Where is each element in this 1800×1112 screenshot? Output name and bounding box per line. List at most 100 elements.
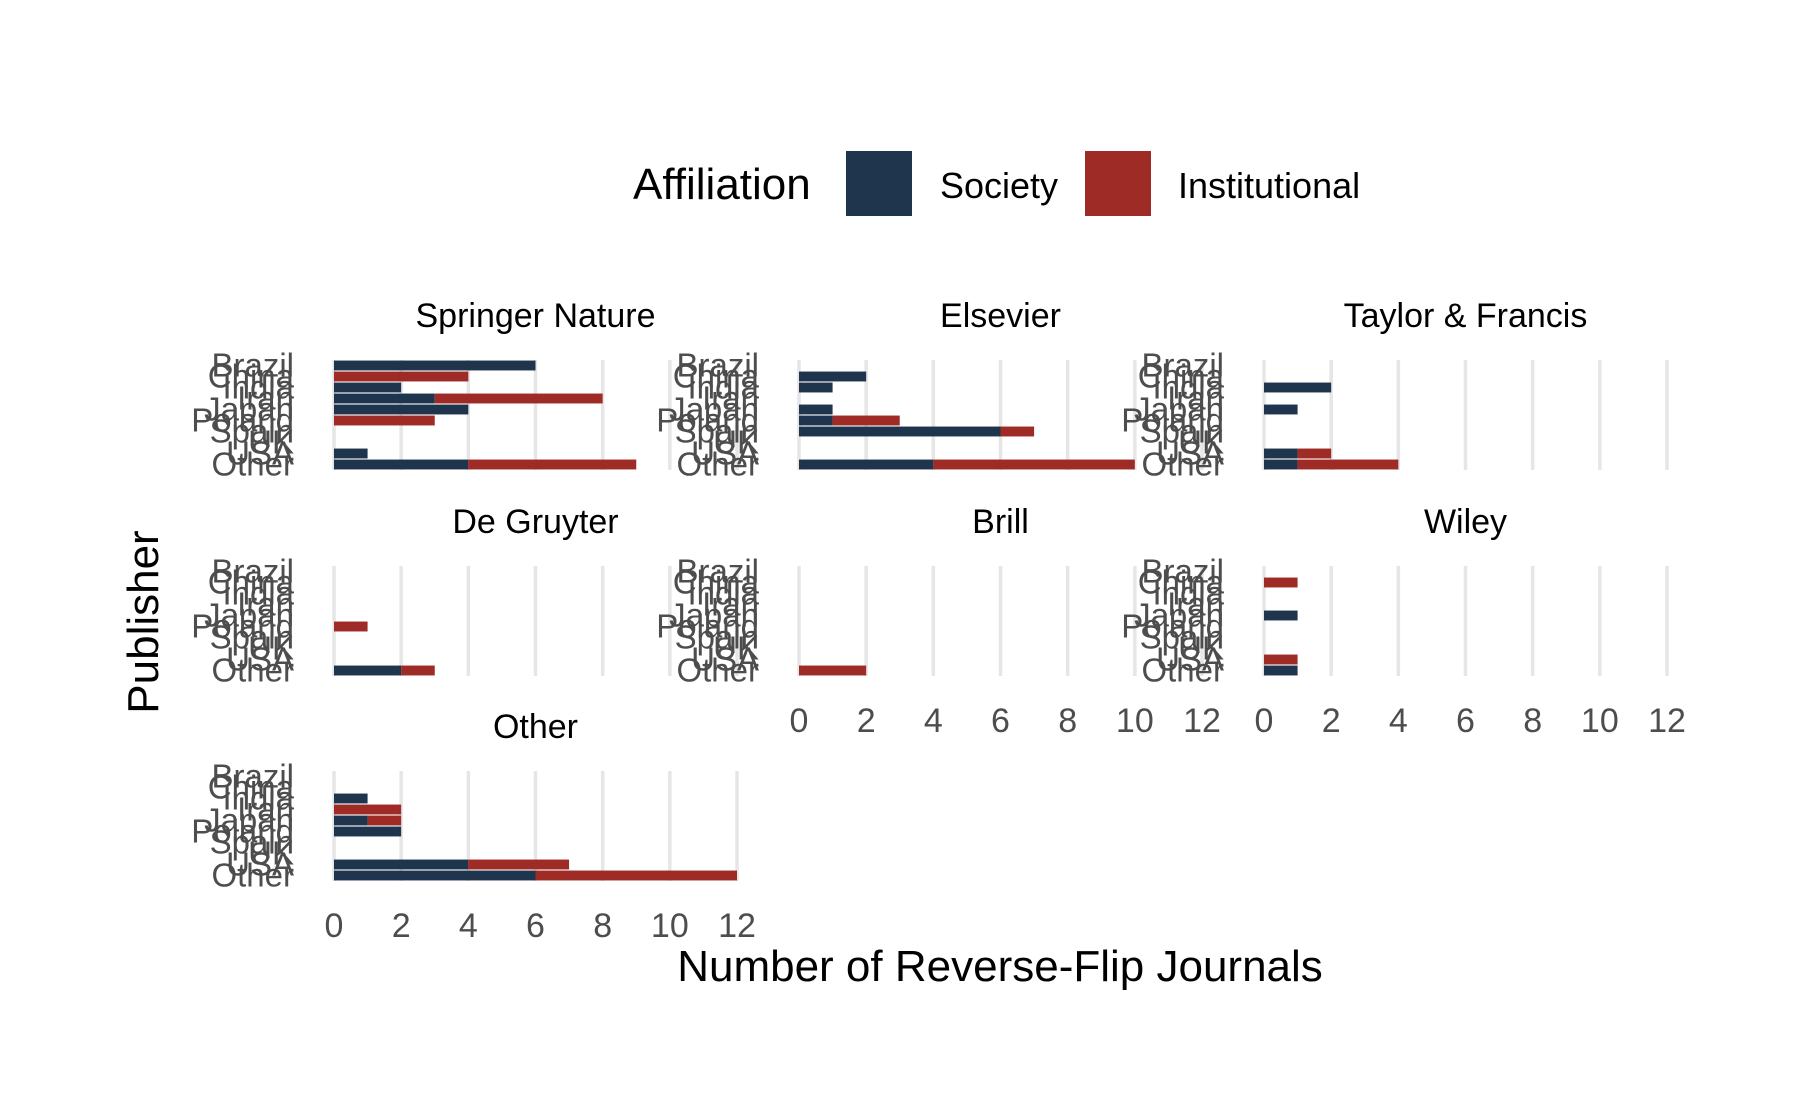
x-tick-label: 2 xyxy=(857,702,876,740)
x-tick-label: 10 xyxy=(651,907,689,945)
x-tick-label: 6 xyxy=(1456,702,1475,740)
bar-institutional-spain xyxy=(1000,426,1035,437)
x-axis-title: Number of Reverse-Flip Journals xyxy=(677,942,1323,991)
y-tick-label: USA xyxy=(1156,641,1224,678)
panel-de-gruyter: De Gruyter BrazilChinaIndiaIranJapanPolan… xyxy=(191,503,739,689)
y-tick-label: China xyxy=(208,769,295,806)
bar-society-other xyxy=(334,665,402,676)
y-tick-label: USA xyxy=(691,641,759,678)
y-tick-label: USA xyxy=(691,435,759,472)
y-tick-label: UK xyxy=(713,424,759,461)
x-tick-label: 0 xyxy=(790,702,809,740)
bar-institutional-iran xyxy=(434,393,603,404)
x-tick-label: 8 xyxy=(593,907,612,945)
y-tick-label: Poland xyxy=(656,608,759,645)
y-tick-label: Other xyxy=(676,446,759,483)
panel-title: De Gruyter xyxy=(452,503,618,541)
panel-title: Wiley xyxy=(1424,503,1507,541)
y-tick-label: Brazil xyxy=(211,553,294,590)
bar-institutional-other xyxy=(1297,459,1399,470)
y-tick-label: Spain xyxy=(675,619,759,656)
y-tick-label: Poland xyxy=(1121,608,1224,645)
y-tick-label: India xyxy=(222,369,294,406)
y-tick-label: Poland xyxy=(191,402,294,439)
y-tick-label: Other xyxy=(211,446,294,483)
y-tick-label: Japan xyxy=(669,597,759,634)
bar-institutional-usa xyxy=(468,859,570,870)
bar-society-india xyxy=(334,793,368,804)
y-tick-label: Brazil xyxy=(676,553,759,590)
x-tick-label: 2 xyxy=(1322,702,1341,740)
y-tick-label: Poland xyxy=(191,608,294,645)
panel-title: Elsevier xyxy=(940,297,1061,335)
legend-label-society: Society xyxy=(940,165,1058,206)
y-tick-label: India xyxy=(687,575,759,612)
y-tick-label: Brazil xyxy=(211,758,294,795)
panel-other: Other BrazilChinaIndiaIranJapanPolandSpai… xyxy=(191,708,756,945)
bar-society-spain xyxy=(799,426,1001,437)
bar-society-brazil xyxy=(334,360,536,371)
x-tick-label: 12 xyxy=(718,907,756,945)
y-tick-label: UK xyxy=(1178,424,1224,461)
y-tick-label: Iran xyxy=(702,586,759,623)
y-tick-label: Japan xyxy=(669,391,759,428)
panel-elsevier: Elsevier BrazilChinaIndiaIranJapanPolandS… xyxy=(656,297,1204,483)
bar-society-other xyxy=(1264,459,1298,470)
y-tick-label: China xyxy=(1138,564,1225,601)
legend-label-institutional: Institutional xyxy=(1178,165,1360,206)
y-tick-label: USA xyxy=(226,435,294,472)
bar-society-japan xyxy=(799,404,833,415)
legend-title: Affiliation xyxy=(633,160,811,209)
x-tick-label: 12 xyxy=(1183,702,1221,740)
x-tick-label: 8 xyxy=(1058,702,1077,740)
y-tick-label: Other xyxy=(1141,652,1224,689)
x-tick-label: 8 xyxy=(1523,702,1542,740)
bar-society-usa xyxy=(1264,448,1298,459)
y-tick-label: India xyxy=(222,780,294,817)
panel-title: Brill xyxy=(972,503,1029,541)
x-tick-label: 4 xyxy=(924,702,943,740)
y-tick-label: Other xyxy=(1141,446,1224,483)
y-tick-label: UK xyxy=(713,630,759,667)
bar-institutional-china xyxy=(334,371,469,382)
bar-society-japan xyxy=(334,815,368,826)
y-tick-label: USA xyxy=(1156,435,1224,472)
bar-society-japan xyxy=(1264,610,1298,621)
y-tick-label: China xyxy=(1138,358,1225,395)
x-tick-label: 4 xyxy=(459,907,478,945)
x-tick-label: 2 xyxy=(392,907,411,945)
y-tick-label: Japan xyxy=(204,597,294,634)
y-tick-label: UK xyxy=(248,424,294,461)
y-tick-label: Iran xyxy=(702,380,759,417)
y-tick-label: Japan xyxy=(1134,391,1224,428)
panel-wiley: Wiley BrazilChinaIndiaIranJapanPolandSpai… xyxy=(1121,503,1686,740)
y-tick-label: China xyxy=(208,564,295,601)
bar-institutional-usa xyxy=(1297,448,1332,459)
y-tick-label: Spain xyxy=(210,824,294,861)
panel-title: Taylor & Francis xyxy=(1344,297,1588,335)
bar-society-india xyxy=(1264,382,1332,393)
bar-society-other xyxy=(334,459,469,470)
x-tick-label: 12 xyxy=(1648,702,1686,740)
y-tick-label: Iran xyxy=(1167,380,1224,417)
y-tick-label: China xyxy=(673,564,760,601)
y-tick-label: India xyxy=(222,575,294,612)
y-tick-label: Spain xyxy=(1140,413,1224,450)
y-tick-label: India xyxy=(1152,369,1224,406)
facet-panels: Springer NatureBrazilChinaIndiaIranJapan… xyxy=(191,297,1686,945)
y-tick-label: Iran xyxy=(237,380,294,417)
bar-society-other xyxy=(334,870,536,881)
y-tick-label: Other xyxy=(211,652,294,689)
y-tick-label: India xyxy=(1152,575,1224,612)
bar-society-china xyxy=(799,371,867,382)
bar-institutional-poland xyxy=(334,415,435,426)
y-tick-label: UK xyxy=(248,835,294,872)
x-tick-label: 10 xyxy=(1116,702,1154,740)
y-tick-label: Iran xyxy=(237,791,294,828)
y-tick-label: China xyxy=(208,358,295,395)
y-tick-label: Poland xyxy=(656,402,759,439)
y-tick-label: Brazil xyxy=(1141,553,1224,590)
bar-society-poland xyxy=(334,826,402,837)
bar-institutional-iran xyxy=(334,804,402,815)
